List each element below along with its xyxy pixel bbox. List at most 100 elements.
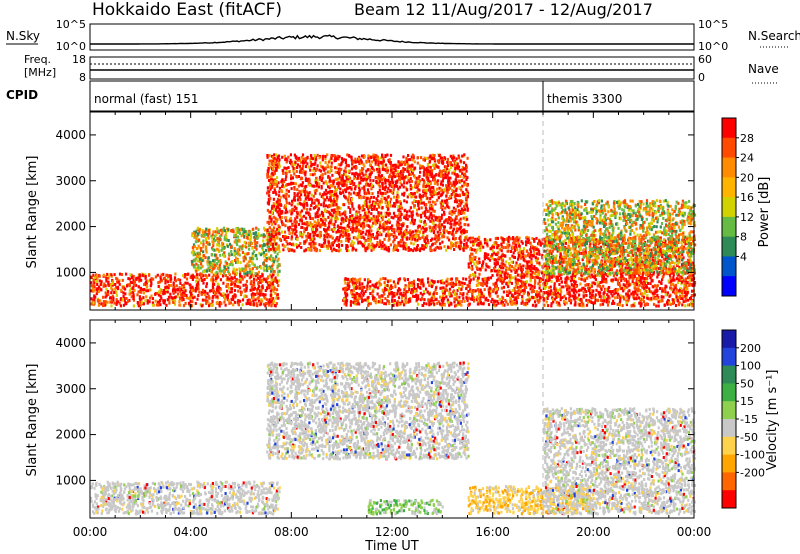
heatmap-cell <box>122 286 124 289</box>
heatmap-cell <box>446 191 448 194</box>
heatmap-cell <box>335 203 337 206</box>
heatmap-cell <box>305 165 307 168</box>
heatmap-cell <box>457 301 459 304</box>
heatmap-cell <box>242 298 244 301</box>
heatmap-cell <box>380 161 382 164</box>
heatmap-cell <box>209 243 211 246</box>
heatmap-cell <box>202 282 204 285</box>
heatmap-cell <box>401 297 403 300</box>
heatmap-cell <box>408 215 410 218</box>
heatmap-cell <box>417 184 419 187</box>
heatmap-cell <box>314 154 316 157</box>
heatmap-cell <box>209 266 211 269</box>
heatmap-cell <box>94 296 96 299</box>
heatmap-cell <box>255 248 257 251</box>
heatmap-cell <box>286 172 288 175</box>
heatmap-cell <box>455 208 457 211</box>
heatmap-cell <box>155 300 157 303</box>
heatmap-cell <box>383 293 385 296</box>
heatmap-cell <box>313 195 315 198</box>
heatmap-cell <box>243 284 245 287</box>
heatmap-cell <box>234 234 236 237</box>
heatmap-cell <box>276 211 278 214</box>
heatmap-cell <box>140 291 142 294</box>
heatmap-cell <box>451 184 453 187</box>
heatmap-cell <box>273 235 275 238</box>
heatmap-cell <box>217 248 219 251</box>
heatmap-cell <box>403 182 405 185</box>
heatmap-cell <box>377 215 379 218</box>
heatmap-cell <box>437 166 439 169</box>
heatmap-cell <box>330 165 332 168</box>
heatmap-cell <box>123 304 125 307</box>
heatmap-cell <box>335 159 337 162</box>
nave-right-tick-top: 60 <box>698 53 712 66</box>
heatmap-cell <box>360 224 362 227</box>
heatmap-cell <box>291 249 293 252</box>
heatmap-cell <box>246 271 248 274</box>
heatmap-cell <box>216 262 218 265</box>
heatmap-cell <box>445 288 447 291</box>
heatmap-cell <box>410 184 412 187</box>
heatmap-cell <box>284 158 286 161</box>
heatmap-cell <box>322 155 324 158</box>
heatmap-cell <box>379 171 381 174</box>
heatmap-cell <box>248 242 250 245</box>
heatmap-cell <box>408 173 410 176</box>
heatmap-cell <box>223 254 225 257</box>
heatmap-cell <box>280 180 282 183</box>
heatmap-cell <box>440 206 442 209</box>
heatmap-cell <box>398 278 400 281</box>
heatmap-cell <box>455 182 457 185</box>
heatmap-cell <box>246 274 248 277</box>
heatmap-cell <box>441 299 443 302</box>
heatmap-cell <box>211 271 213 274</box>
heatmap-cell <box>384 155 386 158</box>
heatmap-cell <box>328 244 330 247</box>
heatmap-cell <box>260 290 262 293</box>
heatmap-cell <box>296 166 298 169</box>
heatmap-cell <box>129 273 131 276</box>
heatmap-cell <box>378 243 380 246</box>
heatmap-cell <box>412 230 414 233</box>
heatmap-cell <box>134 283 136 286</box>
heatmap-cell <box>118 281 120 284</box>
heatmap-cell <box>340 234 342 237</box>
heatmap-cell <box>114 273 116 276</box>
heatmap-cell <box>386 171 388 174</box>
heatmap-cell <box>260 266 262 269</box>
heatmap-cell <box>459 247 461 250</box>
heatmap-cell <box>395 169 397 172</box>
heatmap-cell <box>420 227 422 230</box>
heatmap-cell <box>198 278 200 281</box>
heatmap-cell <box>400 244 402 247</box>
heatmap-cell <box>352 278 354 281</box>
heatmap-cell <box>419 171 421 174</box>
heatmap-cell <box>467 157 469 160</box>
heatmap-cell <box>147 302 149 305</box>
heatmap-cell <box>243 259 245 262</box>
heatmap-cell <box>328 241 330 244</box>
heatmap-cell <box>269 257 271 260</box>
heatmap-cell <box>412 192 414 195</box>
heatmap-cell <box>372 179 374 182</box>
heatmap-cell <box>375 301 377 304</box>
heatmap-cell <box>263 263 265 266</box>
heatmap-cell <box>195 263 197 266</box>
heatmap-cell <box>202 250 204 253</box>
heatmap-cell <box>382 192 384 195</box>
heatmap-cell <box>307 248 309 251</box>
heatmap-cell <box>267 275 269 278</box>
heatmap-cell <box>244 253 246 256</box>
heatmap-cell <box>105 277 107 280</box>
heatmap-cell <box>465 247 467 250</box>
heatmap-cell <box>410 248 412 251</box>
heatmap-cell <box>237 285 239 288</box>
heatmap-cell <box>395 166 397 169</box>
heatmap-cell <box>113 302 115 305</box>
heatmap-cell <box>446 161 448 164</box>
heatmap-cell <box>239 232 241 235</box>
heatmap-cell <box>425 194 427 197</box>
heatmap-cell <box>375 285 377 288</box>
heatmap-cell <box>409 230 411 233</box>
